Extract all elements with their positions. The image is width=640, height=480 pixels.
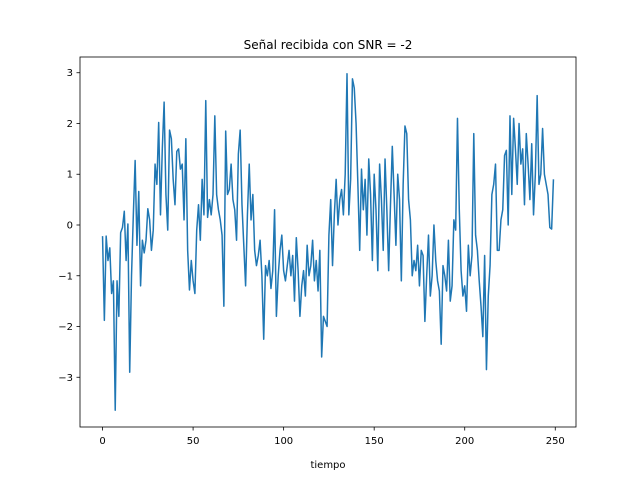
signal-line <box>101 73 555 411</box>
y-tick-label: 1 <box>67 170 73 181</box>
y-tick-label: −2 <box>58 322 73 333</box>
y-tick-label: 0 <box>67 220 73 231</box>
plot-frame <box>79 56 577 428</box>
chart-title: Señal recibida con SNR = -2 <box>244 38 413 52</box>
x-tick-label: 150 <box>365 436 384 447</box>
y-tick-label: 2 <box>67 119 73 130</box>
x-tick-label: 200 <box>455 436 474 447</box>
x-axis-label: tiempo <box>310 460 345 471</box>
y-tick-label: −3 <box>58 373 73 384</box>
x-tick-label: 50 <box>187 436 200 447</box>
x-tick-label: 0 <box>99 436 105 447</box>
x-tick-label: 100 <box>274 436 293 447</box>
x-tick-label: 250 <box>546 436 565 447</box>
y-tick-label: 3 <box>67 68 73 79</box>
y-tick-label: −1 <box>58 271 73 282</box>
